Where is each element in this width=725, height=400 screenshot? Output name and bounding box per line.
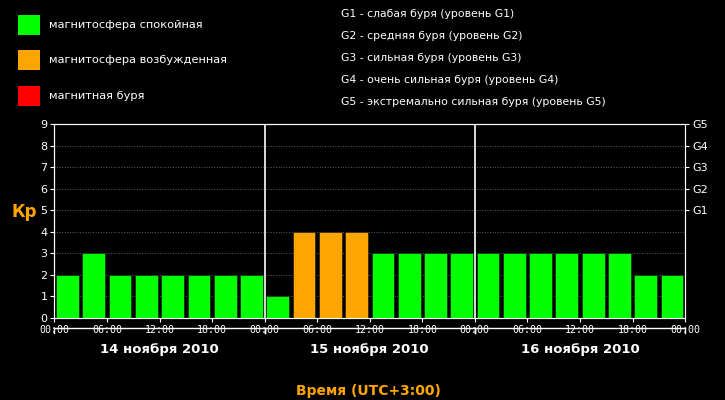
Bar xyxy=(135,275,158,318)
Bar xyxy=(345,232,368,318)
Bar xyxy=(188,275,210,318)
Bar xyxy=(581,253,605,318)
Bar xyxy=(398,253,420,318)
Bar xyxy=(18,50,40,70)
Bar xyxy=(109,275,131,318)
Text: 15 ноября 2010: 15 ноября 2010 xyxy=(310,343,429,356)
Bar xyxy=(18,86,40,106)
Bar xyxy=(319,232,341,318)
Bar xyxy=(371,253,394,318)
Bar xyxy=(161,275,184,318)
Text: G1 - слабая буря (уровень G1): G1 - слабая буря (уровень G1) xyxy=(341,8,514,18)
Bar xyxy=(660,275,684,318)
Bar xyxy=(266,296,289,318)
Bar xyxy=(608,253,631,318)
Bar xyxy=(293,232,315,318)
Text: Время (UTC+3:00): Время (UTC+3:00) xyxy=(296,384,441,398)
Bar xyxy=(240,275,263,318)
Y-axis label: Кр: Кр xyxy=(12,203,37,221)
Bar xyxy=(555,253,579,318)
Text: G5 - экстремально сильная буря (уровень G5): G5 - экстремально сильная буря (уровень … xyxy=(341,96,605,106)
Bar xyxy=(424,253,447,318)
Text: 16 ноября 2010: 16 ноября 2010 xyxy=(521,343,639,356)
Text: 14 ноября 2010: 14 ноября 2010 xyxy=(100,343,219,356)
Bar xyxy=(18,15,40,35)
Text: магнитосфера возбужденная: магнитосфера возбужденная xyxy=(49,55,227,65)
Text: магнитосфера спокойная: магнитосфера спокойная xyxy=(49,20,202,30)
Text: магнитная буря: магнитная буря xyxy=(49,91,144,101)
Bar xyxy=(56,275,79,318)
Bar xyxy=(450,253,473,318)
Text: G3 - сильная буря (уровень G3): G3 - сильная буря (уровень G3) xyxy=(341,52,521,62)
Bar xyxy=(529,253,552,318)
Text: G4 - очень сильная буря (уровень G4): G4 - очень сильная буря (уровень G4) xyxy=(341,74,558,84)
Bar xyxy=(503,253,526,318)
Bar xyxy=(634,275,657,318)
Bar xyxy=(83,253,105,318)
Text: G2 - средняя буря (уровень G2): G2 - средняя буря (уровень G2) xyxy=(341,30,522,40)
Bar xyxy=(214,275,236,318)
Bar xyxy=(476,253,500,318)
